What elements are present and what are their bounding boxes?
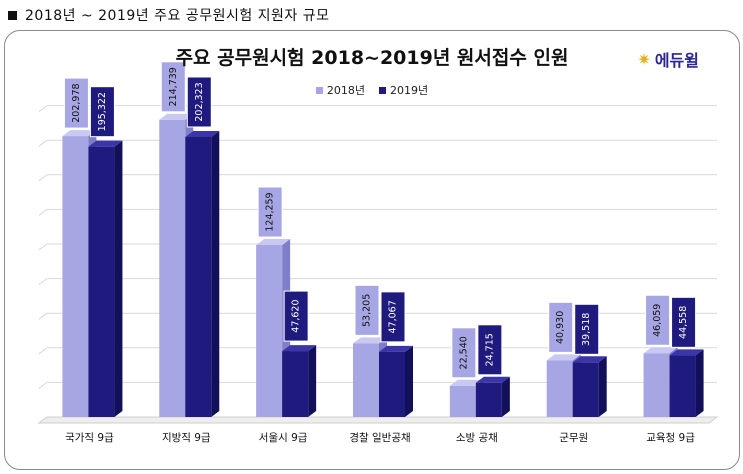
logo-text: 에듀윌 [654,51,699,70]
gridline-slant [38,208,48,216]
chart-frame: 202,978 195,322 국가직 9급 214,739 202,323 지방직 9급… [4,30,740,470]
bar-chart: 202,978 195,322 국가직 9급 214,739 202,323 지방직 9급… [37,61,719,444]
bar-top [475,376,510,383]
x-tick-label: 경찰 일반공채 [349,431,410,444]
data-label-box [477,324,503,376]
bar [256,245,283,417]
legend-item-2018: 2018년 [315,82,365,98]
data-label-box [380,291,406,343]
bar-top [449,379,484,386]
data-label: 214,739 [168,67,179,106]
bar-top [546,354,581,361]
x-tick-label: 교육청 9급 [646,432,695,444]
data-label-box [257,186,283,238]
bar [546,360,573,417]
bar-side [211,130,220,417]
bar [185,136,212,417]
chart-legend: 2018년 2019년 [5,82,739,98]
x-tick-label: 군무원 [559,432,588,444]
data-label: 24,715 [484,333,495,366]
data-label: 47,067 [388,300,399,333]
data-label: 202,323 [194,82,205,121]
x-tick-label: 소방 공채 [456,432,498,444]
data-label-box [354,284,380,336]
legend-label-2019: 2019년 [390,84,429,97]
page-heading: 2018년 ~ 2019년 주요 공무원시험 지원자 규모 [8,5,330,25]
gridline-slant [38,381,48,389]
bar-side [405,345,413,417]
gridline-slant [38,105,48,112]
bar-side [308,345,317,417]
bar [449,385,476,417]
gridline-slant [38,347,48,355]
bar-top [256,239,291,246]
x-tick-label: 서울시 9급 [259,432,308,444]
data-label-box [283,290,309,342]
legend-swatch-2018 [315,86,323,94]
data-label-box [160,61,186,113]
data-label-box [186,76,212,128]
gridline-slant [38,139,48,147]
gridline-slant [38,174,48,182]
bar-top [88,140,123,147]
bar [88,146,115,417]
data-label: 40,930 [555,311,566,344]
data-label-box [548,301,574,353]
bar-top [353,337,387,344]
legend-item-2019: 2019년 [379,82,428,98]
data-label: 124,259 [265,192,276,231]
legend-swatch-2019 [379,86,386,94]
chart-floor [37,416,719,424]
data-label: 46,059 [652,304,663,337]
page-heading-text: 2018년 ~ 2019년 주요 공무원시험 지원자 규모 [25,8,330,24]
bar [643,353,670,417]
chart-title: 주요 공무원시험 2018~2019년 원서접수 인원 [175,47,569,69]
bar-side [695,349,704,417]
data-label: 39,518 [581,313,592,346]
data-label: 195,322 [97,92,108,131]
bar-top [643,347,678,354]
data-label: 53,205 [362,294,373,327]
bar-side [114,140,123,417]
data-label-box [671,296,697,348]
x-tick-label: 국가직 9급 [65,432,114,444]
gridline-slant [38,243,48,251]
bar [669,355,696,417]
bar-top [282,345,317,352]
x-tick-label: 지방직 9급 [162,432,211,444]
bar [379,351,405,417]
bar-side [598,356,607,417]
data-label-box [89,86,115,138]
bar [62,136,89,418]
data-label-box [451,327,477,379]
data-label: 47,620 [291,299,302,332]
bar-top [669,349,704,356]
data-label-box [645,294,671,346]
bar [282,351,309,417]
eduwill-logo: ✷ 에듀윌 [637,47,699,71]
bar [159,119,186,418]
data-label: 202,978 [71,83,82,122]
data-label-box [63,77,89,129]
square-bullet-icon [8,10,17,20]
bar [572,362,599,417]
bar-top [379,345,413,352]
bar [353,343,379,417]
legend-label-2018: 2018년 [326,84,365,97]
bar-top [62,130,97,137]
bar-top [159,113,194,120]
bar [475,382,502,417]
bar-side [501,376,510,417]
data-label-box [574,303,600,355]
bar-top [185,130,220,137]
sun-icon: ✷ [637,49,651,69]
data-label: 22,540 [458,336,469,369]
gridline-slant [38,278,48,286]
data-label: 44,558 [678,306,689,339]
gridline-slant [38,312,48,320]
bar-top [572,356,607,363]
